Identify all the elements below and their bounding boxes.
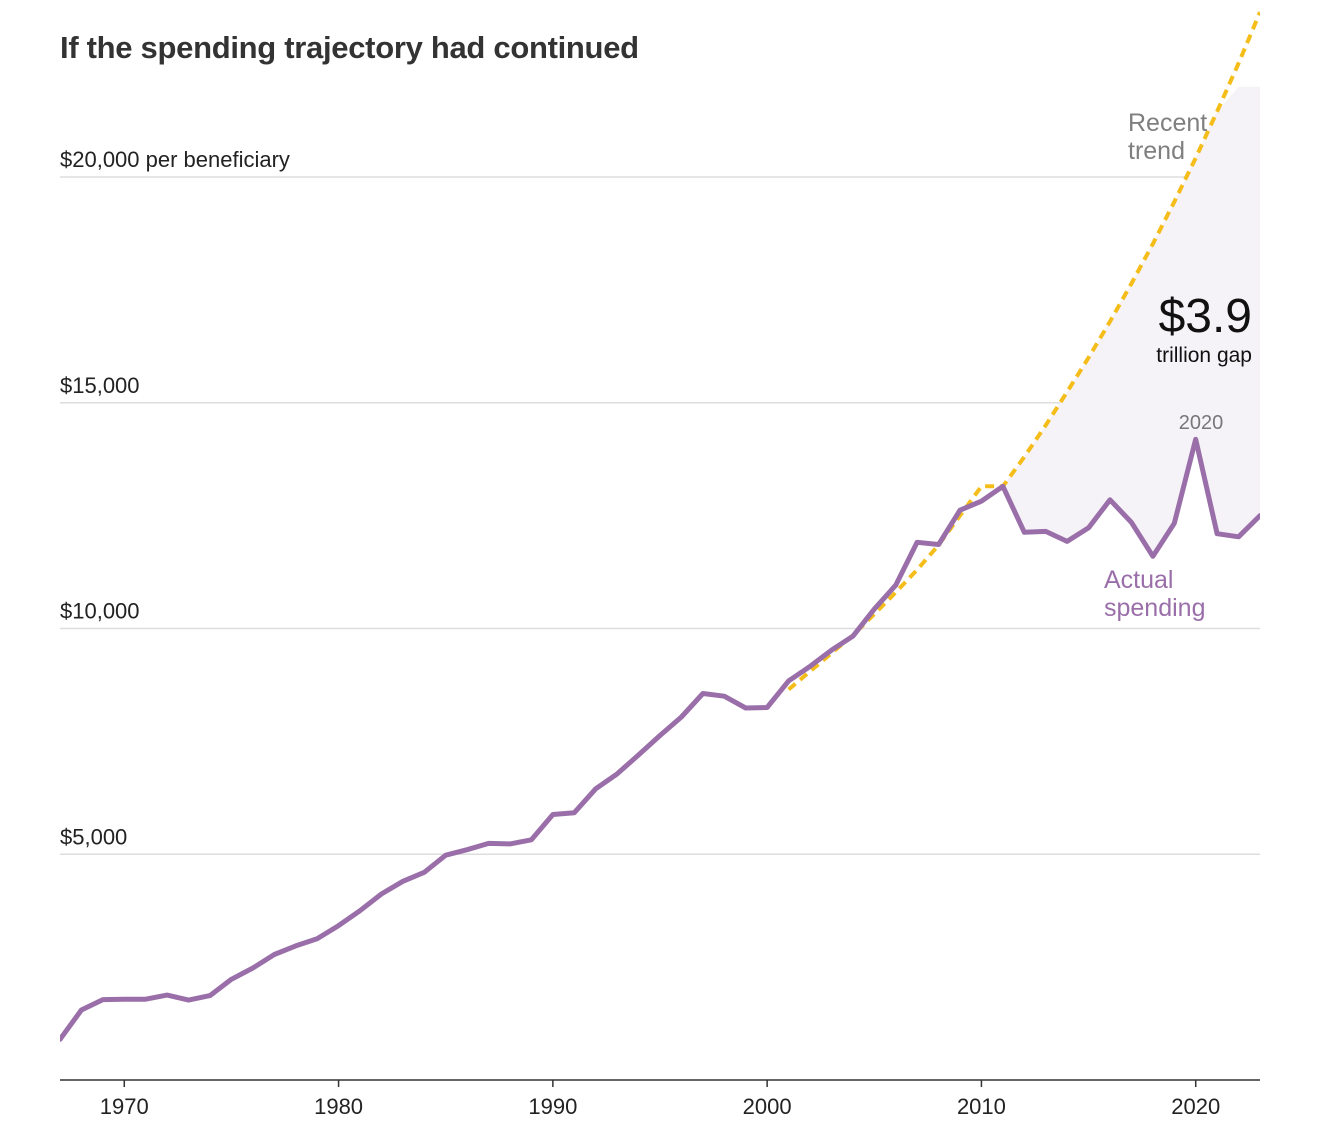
trend-label-line1: Recent (1128, 109, 1207, 137)
x-tick-label: 1980 (314, 1094, 363, 1119)
actual-spending-line (60, 436, 1260, 1042)
actual-label-line1: Actual (1104, 566, 1173, 594)
gridlines (60, 176, 1260, 1081)
y-tick-label: $10,000 (60, 599, 140, 624)
highlight-year-label: 2020 (1179, 412, 1224, 434)
annotations: Recent trend $3.9 trillion gap 2020 Actu… (1104, 109, 1252, 622)
series-lines (60, 11, 1260, 1042)
chart-title: If the spending trajectory had continued (60, 30, 639, 65)
y-tick-label: $20,000 per beneficiary (60, 147, 290, 172)
recent-trend-line (787, 11, 1260, 692)
y-tick-label: $5,000 (60, 824, 127, 849)
gap-unit-label: trillion gap (1156, 344, 1252, 367)
x-tick-label: 2000 (743, 1094, 792, 1119)
x-tick-label: 2020 (1171, 1094, 1220, 1119)
x-tick-label: 1970 (100, 1094, 149, 1119)
trend-label-line2: trend (1128, 137, 1185, 165)
gap-value: $3.9 (1159, 290, 1252, 343)
actual-label-line2: spending (1104, 594, 1205, 622)
x-tick-label: 1990 (528, 1094, 577, 1119)
axis-ticks: $5,000 $10,000 $15,000 $20,000 per benefici… (60, 147, 1220, 1119)
y-tick-label: $15,000 (60, 373, 140, 398)
x-tick-label: 2010 (957, 1094, 1006, 1119)
